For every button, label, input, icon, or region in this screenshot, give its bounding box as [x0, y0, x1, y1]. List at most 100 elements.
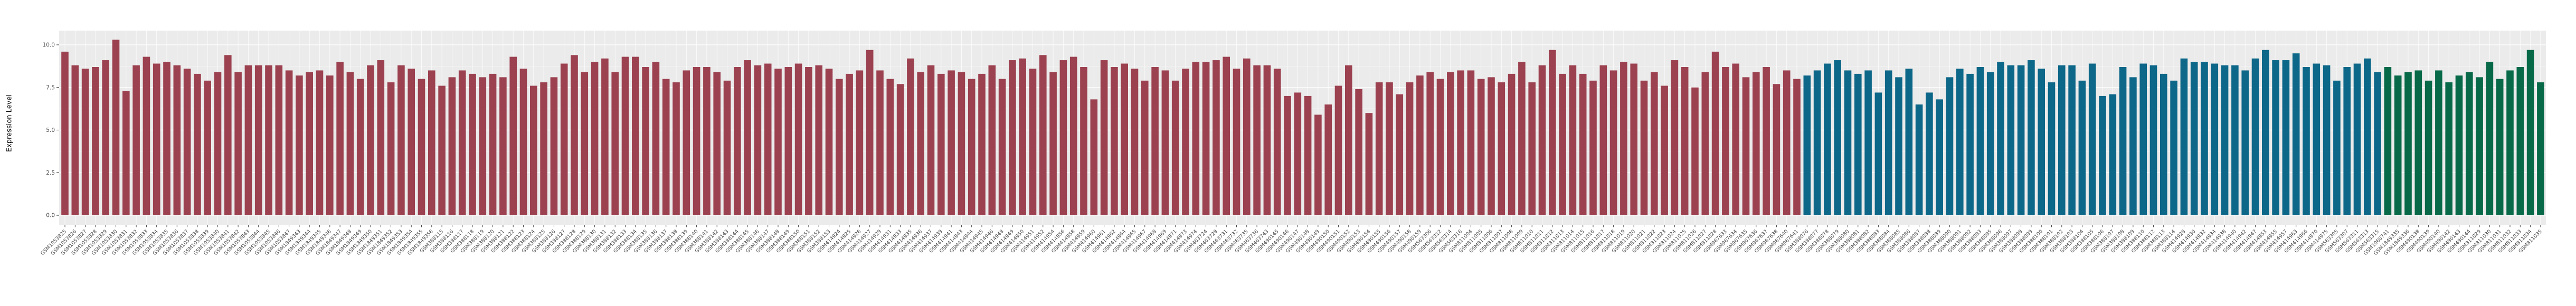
bar-GSM1053846 [275, 65, 283, 215]
bar-GSM414942 [2241, 70, 2249, 215]
bar-GSM490140 [2435, 70, 2442, 215]
bar-GSM811024 [1671, 60, 1679, 215]
bar-GSM1060741 [2384, 66, 2392, 216]
bar-GSM388121 [499, 77, 507, 215]
bar-GSM811034 [2526, 50, 2534, 215]
bar-GSM414932 [2201, 62, 2208, 216]
bar-GSM388117 [458, 70, 466, 215]
bar-GSM388088 [1926, 92, 1933, 215]
bar-GSM490142 [2445, 82, 2452, 215]
bar-GSM388101 [2048, 82, 2056, 215]
bar-GSM414953 [2262, 50, 2269, 215]
bar-GSM414973 [1182, 69, 1189, 215]
bar-GSM811009 [1518, 62, 1526, 216]
bar-GSM1053831 [122, 91, 130, 215]
bar-GSM414957 [2282, 60, 2290, 215]
bar-GSM811033 [2516, 66, 2524, 216]
bar-GSM414951 [1029, 69, 1037, 215]
bar-GSM388118 [469, 73, 476, 215]
bar-GSM563316 [1457, 70, 1464, 215]
bar-GSM388146 [754, 65, 762, 215]
bar-GSM490156 [1386, 82, 1393, 215]
bar-GSM388083 [1874, 92, 1882, 215]
bar-GSM967641 [1793, 79, 1801, 215]
bar-GSM1849354 [408, 69, 415, 215]
bar-GSM414967 [1141, 80, 1149, 215]
bar-GSM388080 [1844, 70, 1852, 215]
bar-GSM388081 [1854, 73, 1862, 215]
bar-GSM388098 [2017, 65, 2025, 215]
bar-GSM563307 [2343, 66, 2351, 216]
bar-GSM811011 [1538, 65, 1546, 215]
bar-GSM414970 [2313, 63, 2321, 215]
bar-GSM388149 [784, 66, 792, 216]
bar-GSM414944 [968, 79, 976, 215]
bar-GSM1053841 [224, 55, 232, 215]
bar-GSM1053840 [214, 72, 222, 215]
bar-GSM388086 [1905, 69, 1913, 215]
bar-GSM388119 [479, 77, 487, 215]
bar-GSM563313 [2364, 58, 2371, 215]
bar-GSM388141 [703, 66, 711, 216]
bar-GSM811015 [1579, 73, 1587, 215]
bar-GSM1053839 [204, 80, 211, 215]
bar-GSM414964 [1121, 63, 1128, 215]
bar-GSM388134 [632, 56, 639, 216]
bar-GSM490157 [1396, 94, 1404, 215]
bar-GSM490155 [1375, 82, 1383, 215]
bar-GSM388142 [713, 72, 721, 215]
bar-GSM414963 [2292, 53, 2300, 216]
bar-GSM388092 [1966, 73, 1974, 215]
bar-GSM811028 [1711, 51, 1719, 216]
bar-GSM414960 [1090, 99, 1098, 215]
bar-GSM967634 [1732, 63, 1739, 215]
bar-GSM1053843 [244, 65, 252, 215]
bar-GSM388131 [601, 58, 609, 215]
bar-GSM1849353 [397, 65, 405, 215]
bar-GSM414974 [1192, 62, 1200, 216]
y-tick-label: 5.0 [46, 127, 55, 133]
bar-GSM490139 [2425, 80, 2432, 215]
bar-GSM1849355 [418, 79, 425, 215]
bar-GSM414930 [2190, 62, 2198, 216]
bar-GSM414952 [1039, 55, 1047, 215]
bar-GSM388148 [774, 69, 782, 215]
bar-GSM388079 [1834, 60, 1841, 215]
bar-GSM414943 [958, 72, 965, 215]
bar-GSM414925 [846, 73, 853, 215]
bar-GSM414975 [2323, 65, 2331, 215]
bar-GSM811004 [1467, 70, 1475, 215]
bar-GSM490150 [1324, 104, 1332, 215]
bar-GSM1053829 [102, 60, 109, 215]
bar-GSM463728 [1213, 60, 1220, 215]
bar-GSM563311 [2353, 63, 2361, 215]
bar-GSM414939 [937, 73, 945, 215]
bar-GSM811012 [1549, 50, 1556, 215]
bar-GSM414958 [1069, 56, 1077, 216]
bar-GSM388078 [1824, 63, 1831, 215]
bar-GSM1053826 [71, 65, 79, 215]
bar-GSM463724 [1202, 62, 1210, 216]
bar-GSM1849344 [306, 72, 313, 215]
bar-GSM414950 [1019, 58, 1026, 215]
bar-GSM388103 [2068, 65, 2076, 215]
bar-GSM490154 [1365, 113, 1373, 215]
bar-GSM388113 [2160, 73, 2167, 215]
bar-GSM388145 [744, 60, 751, 215]
bar-GSM811025 [1681, 66, 1689, 216]
bar-GSM490153 [1355, 89, 1362, 215]
bar-GSM388133 [621, 56, 629, 216]
bar-GSM388140 [693, 66, 700, 216]
bar-GSM388106 [2099, 95, 2106, 215]
bar-GSM388135 [642, 66, 649, 216]
bar-GSM1849352 [387, 82, 395, 215]
bar-GSM811007 [1498, 82, 1505, 215]
bar-GSM414935 [907, 58, 914, 215]
bar-GSM811027 [1701, 72, 1709, 215]
bar-GSM490143 [2455, 75, 2463, 215]
y-tick-label: 2.5 [46, 170, 55, 176]
bar-GSM1053844 [254, 65, 262, 215]
bar-GSM490145 [1273, 69, 1281, 215]
bar-GSM1053835 [163, 62, 171, 216]
